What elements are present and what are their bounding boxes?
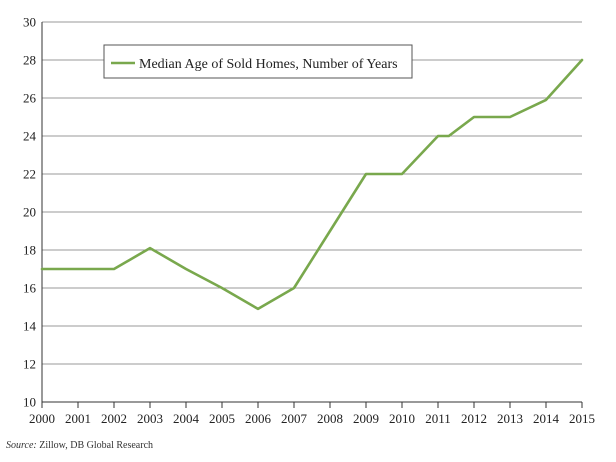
legend-box	[103, 44, 413, 79]
y-tick-label: 16	[23, 281, 37, 296]
x-tick-label: 2013	[497, 411, 523, 426]
x-tick-label: 2005	[209, 411, 235, 426]
source-label: Source:	[6, 440, 37, 451]
y-axis-tick-labels: 10 12 14 16 18 20 22 24 26 28 30	[23, 15, 37, 410]
x-tick-label: 2015	[569, 411, 595, 426]
y-tick-label: 20	[23, 205, 36, 220]
x-tick-label: 2009	[353, 411, 379, 426]
x-tick-label: 2012	[461, 411, 487, 426]
x-axis-tick-labels: 2000 2001 2002 2003 2004 2005 2006 2007 2008 2009…	[29, 411, 595, 426]
y-tick-label: 22	[23, 167, 36, 182]
x-tick-label: 2002	[101, 411, 127, 426]
y-tick-label: 30	[23, 15, 36, 30]
x-tick-label: 2001	[65, 411, 91, 426]
x-tick-label: 2000	[29, 411, 55, 426]
legend: Median Age of Sold Homes, Number of Year…	[103, 44, 413, 79]
y-tick-label: 18	[23, 243, 36, 258]
y-tick-label: 24	[23, 129, 37, 144]
y-tick-label: 10	[23, 395, 36, 410]
y-tick-label: 14	[23, 319, 37, 334]
series-line	[40, 58, 584, 311]
x-tick-label: 2010	[389, 411, 415, 426]
x-tick-label: 2011	[425, 411, 451, 426]
x-tick-label: 2008	[317, 411, 343, 426]
y-tick-label: 26	[23, 91, 37, 106]
x-tick-label: 2007	[281, 411, 308, 426]
y-tick-label: 12	[23, 357, 36, 372]
x-axis-ticks	[41, 402, 583, 408]
source-text: Zillow, DB Global Research	[36, 440, 154, 451]
x-tick-label: 2014	[533, 411, 560, 426]
source-note: Source: Zillow, DB Global Research	[6, 440, 153, 451]
x-tick-label: 2003	[137, 411, 163, 426]
legend-label: Median Age of Sold Homes, Number of Year…	[139, 57, 398, 72]
x-tick-label: 2004	[173, 411, 200, 426]
series-group	[40, 58, 584, 311]
y-tick-label: 28	[23, 53, 36, 68]
x-tick-label: 2006	[245, 411, 272, 426]
